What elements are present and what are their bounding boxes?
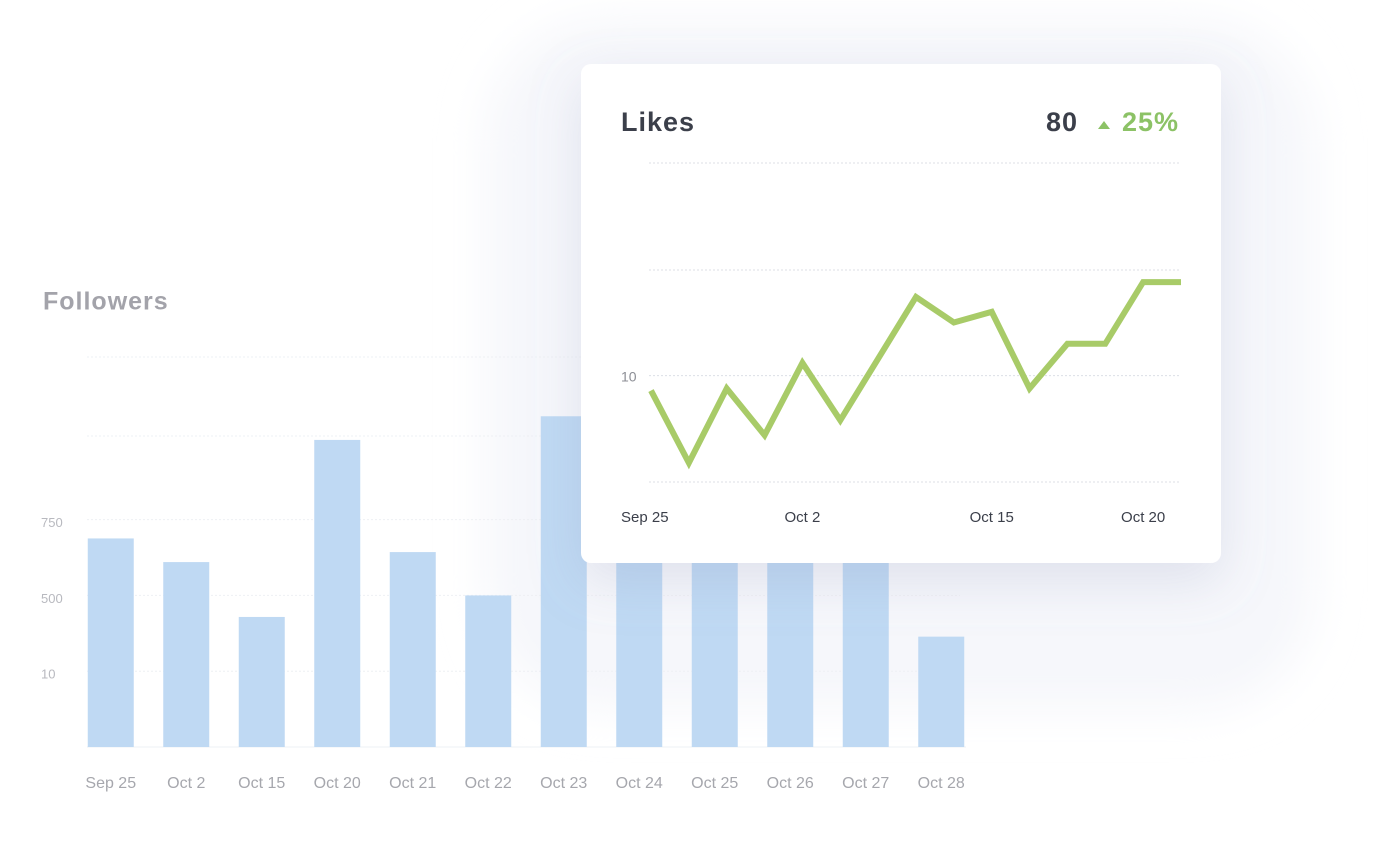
x-tick-label: Oct 24 [616, 775, 663, 792]
x-tick-label: Oct 27 [842, 775, 889, 792]
line [648, 279, 1181, 470]
change: 25% [1122, 107, 1179, 137]
x-tick-label: Oct 2 [784, 509, 820, 526]
bar [389, 552, 436, 747]
bar [691, 534, 738, 747]
x-tick-label: Oct 2 [167, 775, 205, 792]
x-tick-label: Oct 26 [767, 775, 814, 792]
likes-card [581, 64, 1221, 563]
x-tick-label: Oct 21 [389, 775, 436, 792]
bar [314, 439, 361, 747]
x-tick-label: Oct 25 [691, 775, 738, 792]
bar [540, 416, 587, 747]
x-tick-label: Oct 15 [238, 775, 285, 792]
x-tick-label: Oct 20 [1121, 509, 1165, 526]
total: 80 [1046, 107, 1078, 137]
x-tick-label: Sep 25 [85, 775, 136, 792]
bar [163, 562, 210, 747]
x-tick-label: Oct 28 [918, 775, 965, 792]
chart-title: Followers [43, 288, 169, 316]
x-tick-label: Sep 25 [621, 509, 669, 526]
y-tick-label: 10 [41, 667, 55, 682]
up-arrow [1098, 121, 1110, 129]
chart-title: Likes [621, 107, 695, 137]
x-tick-label: Oct 23 [540, 775, 587, 792]
bar [918, 636, 965, 747]
likes-chart: Likes 80 25% 10 Sep 25 Oct 2 Oct 15 Oct 20 [621, 107, 1181, 526]
y-tick-label: 500 [41, 591, 63, 606]
y-tick-label: 10 [621, 368, 637, 384]
bar [238, 616, 285, 747]
x-tick-label: Oct 22 [465, 775, 512, 792]
bar [87, 538, 134, 747]
bar [465, 595, 512, 747]
x-tick-label: Oct 20 [314, 775, 361, 792]
x-tick-label: Oct 15 [970, 509, 1014, 526]
y-tick-label: 750 [41, 515, 63, 530]
